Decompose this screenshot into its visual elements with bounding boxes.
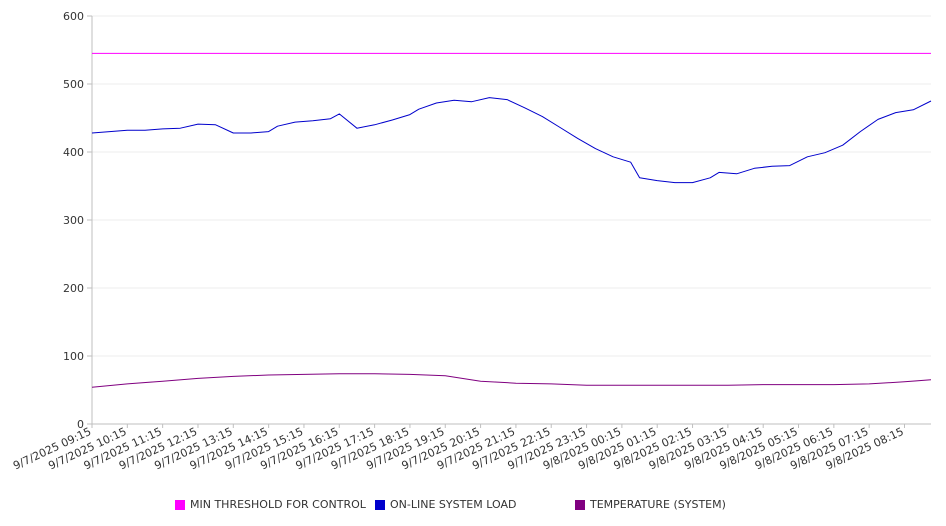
legend-swatch bbox=[175, 499, 185, 510]
legend-item-temperature[interactable]: TEMPERATURE (SYSTEM) bbox=[575, 498, 726, 511]
y-axis-tick-labels: 0 100 200 300 400 500 600 bbox=[63, 10, 84, 431]
series-line-on-line-system-load bbox=[91, 97, 932, 184]
y-tick-label: 500 bbox=[63, 78, 84, 91]
grid-lines bbox=[92, 15, 931, 357]
legend-swatch bbox=[575, 499, 585, 510]
axes bbox=[87, 15, 931, 428]
legend-item-system-load[interactable]: ON-LINE SYSTEM LOAD bbox=[375, 498, 516, 511]
legend: MIN THRESHOLD FOR CONTROL ON-LINE SYSTEM… bbox=[0, 498, 946, 516]
y-tick-label: 600 bbox=[63, 10, 84, 23]
y-tick-label: 400 bbox=[63, 146, 84, 159]
series-line-temperature-system bbox=[91, 373, 932, 388]
x-axis-tick-labels: 9/7/2025 09:159/7/2025 10:159/7/2025 11:… bbox=[11, 425, 906, 473]
legend-swatch bbox=[375, 499, 385, 510]
legend-item-min-threshold[interactable]: MIN THRESHOLD FOR CONTROL bbox=[175, 498, 366, 511]
y-tick-label: 0 bbox=[77, 418, 84, 431]
series-lines bbox=[91, 52, 932, 388]
legend-label: ON-LINE SYSTEM LOAD bbox=[390, 498, 517, 511]
y-tick-label: 300 bbox=[63, 214, 84, 227]
y-tick-label: 100 bbox=[63, 350, 84, 363]
legend-label: TEMPERATURE (SYSTEM) bbox=[590, 498, 726, 511]
legend-label: MIN THRESHOLD FOR CONTROL bbox=[190, 498, 366, 511]
y-tick-label: 200 bbox=[63, 282, 84, 295]
